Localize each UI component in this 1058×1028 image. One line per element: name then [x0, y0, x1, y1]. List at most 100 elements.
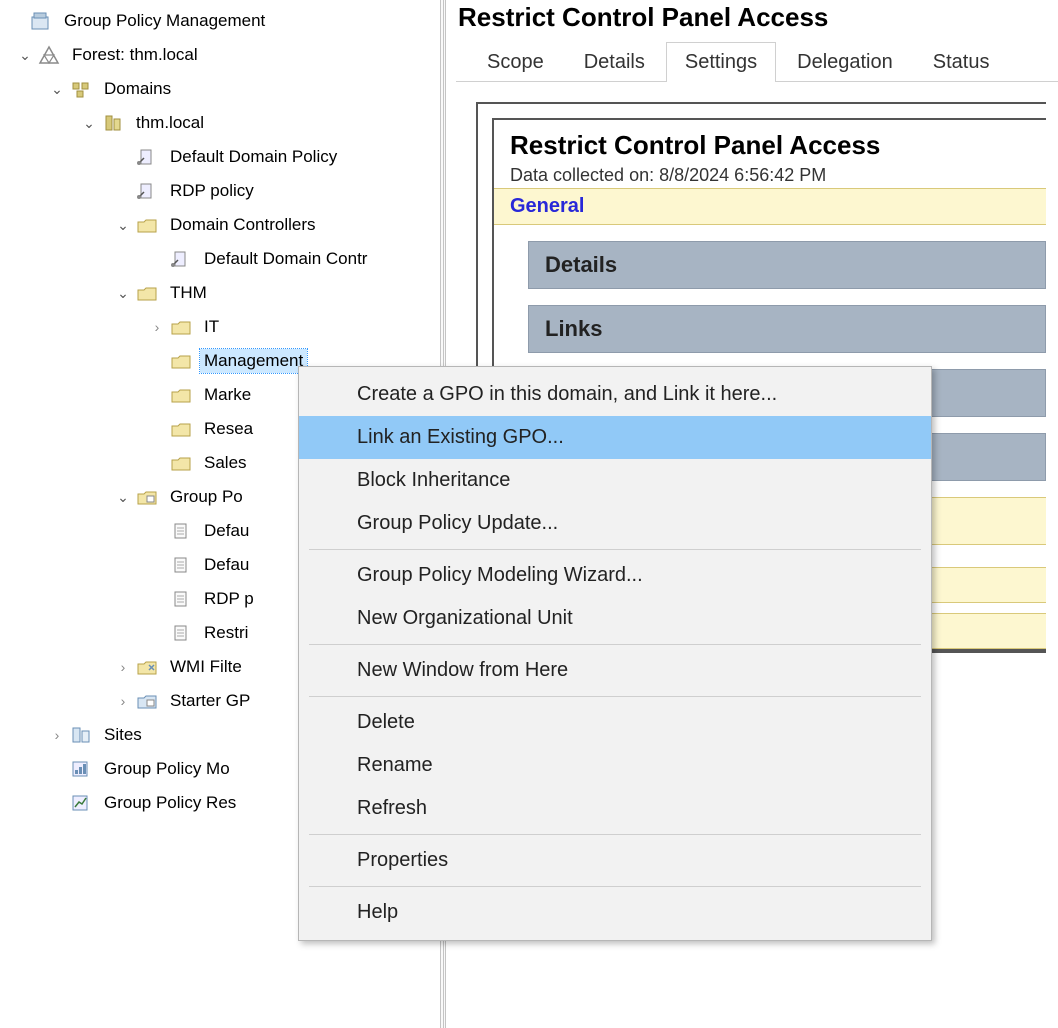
gpo-link-icon: [134, 146, 160, 168]
menu-refresh[interactable]: Refresh: [299, 787, 931, 830]
gpo-icon: [168, 554, 194, 576]
tree-gpo-rdp-label: RDP p: [200, 587, 258, 611]
tree-research-label: Resea: [200, 417, 257, 441]
section-general[interactable]: General: [494, 188, 1046, 225]
collected-value: 8/8/2024 6:56:42 PM: [659, 165, 826, 185]
gpo-title: Restrict Control Panel Access: [510, 130, 1046, 161]
tree-gpo-default-domain-policy[interactable]: Default Domain Policy: [6, 140, 440, 174]
tab-settings[interactable]: Settings: [666, 42, 776, 82]
menu-properties[interactable]: Properties: [299, 839, 931, 882]
settings-header: Restrict Control Panel Access Data colle…: [494, 120, 1046, 188]
tree-thm-label: THM: [166, 281, 211, 305]
gpm-root-icon: [28, 10, 54, 32]
tree-domain-thmlocal[interactable]: ⌄ thm.local: [6, 106, 440, 140]
tab-strip: Scope Details Settings Delegation Status: [456, 41, 1058, 82]
tab-delegation[interactable]: Delegation: [778, 42, 912, 82]
tree-root-label: Group Policy Management: [60, 9, 269, 33]
section-details-block[interactable]: Details: [528, 241, 1046, 289]
menu-separator-5: [309, 886, 921, 887]
menu-gp-modeling-wizard[interactable]: Group Policy Modeling Wizard...: [299, 554, 931, 597]
tree-sites-label: Sites: [100, 723, 146, 747]
ou-icon: [168, 316, 194, 338]
tab-scope[interactable]: Scope: [468, 42, 563, 82]
tree-domains-label: Domains: [100, 77, 175, 101]
gpo-link-icon: [134, 180, 160, 202]
ou-icon: [168, 452, 194, 474]
tree-domains[interactable]: ⌄ Domains: [6, 72, 440, 106]
tree-sales-label: Sales: [200, 451, 251, 475]
tree-dc-label: Domain Controllers: [166, 213, 320, 237]
tree-gpo-default1-label: Defau: [200, 519, 253, 543]
sites-icon: [68, 724, 94, 746]
tree-rdp-policy-label: RDP policy: [166, 179, 258, 203]
menu-link-existing-gpo[interactable]: Link an Existing GPO...: [299, 416, 931, 459]
menu-separator-4: [309, 834, 921, 835]
gpo-icon: [168, 520, 194, 542]
expander-wmi[interactable]: ›: [112, 659, 134, 675]
gpo-objects-icon: [134, 486, 160, 508]
section-links-block[interactable]: Links: [528, 305, 1046, 353]
gpo-icon: [168, 622, 194, 644]
menu-new-window[interactable]: New Window from Here: [299, 649, 931, 692]
expander-domains[interactable]: ⌄: [46, 81, 68, 98]
expander-dc[interactable]: ⌄: [112, 217, 134, 234]
tree-gpm-results-label: Group Policy Res: [100, 791, 240, 815]
menu-delete[interactable]: Delete: [299, 701, 931, 744]
tree-root-gpm[interactable]: ▾ Group Policy Management: [6, 4, 440, 38]
domain-icon: [100, 112, 126, 134]
content-title: Restrict Control Panel Access: [458, 2, 1058, 33]
tree-gpo-default2-label: Defau: [200, 553, 253, 577]
ou-icon: [134, 214, 160, 236]
tree-gpm-modeling-label: Group Policy Mo: [100, 757, 234, 781]
collected-label: Data collected on:: [510, 165, 654, 185]
ou-icon: [134, 282, 160, 304]
expander-thm[interactable]: ⌄: [112, 285, 134, 302]
gpo-link-icon: [168, 248, 194, 270]
forest-icon: [36, 44, 62, 66]
starter-gpo-icon: [134, 690, 160, 712]
menu-rename[interactable]: Rename: [299, 744, 931, 787]
tree-gpo-restrict-label: Restri: [200, 621, 252, 645]
menu-separator-2: [309, 644, 921, 645]
tree-ou-thm[interactable]: ⌄ THM: [6, 276, 440, 310]
tree-forest[interactable]: ⌄ Forest: thm.local: [6, 38, 440, 72]
menu-gp-update[interactable]: Group Policy Update...: [299, 502, 931, 545]
expander-sites[interactable]: ›: [46, 727, 68, 743]
menu-separator-1: [309, 549, 921, 550]
tree-domain-controllers[interactable]: ⌄ Domain Controllers: [6, 208, 440, 242]
tree-gpo-rdp-policy[interactable]: RDP policy: [6, 174, 440, 208]
domains-icon: [68, 78, 94, 100]
wmi-icon: [134, 656, 160, 678]
ou-icon: [168, 418, 194, 440]
tree-default-domain-policy-label: Default Domain Policy: [166, 145, 341, 169]
tree-gpo-default-dc[interactable]: Default Domain Contr: [6, 242, 440, 276]
tree-gpo-objects-label: Group Po: [166, 485, 247, 509]
tree-management-label: Management: [200, 349, 307, 373]
tree-it-label: IT: [200, 315, 223, 339]
menu-new-ou[interactable]: New Organizational Unit: [299, 597, 931, 640]
ou-icon: [168, 384, 194, 406]
menu-help[interactable]: Help: [299, 891, 931, 934]
tree-marketing-label: Marke: [200, 383, 255, 407]
tree-ou-it[interactable]: › IT: [6, 310, 440, 344]
gpm-modeling-icon: [68, 758, 94, 780]
gpm-results-icon: [68, 792, 94, 814]
expander-gpo-objects[interactable]: ⌄: [112, 489, 134, 506]
context-menu: Create a GPO in this domain, and Link it…: [298, 366, 932, 941]
tree-default-dc-label: Default Domain Contr: [200, 247, 371, 271]
menu-separator-3: [309, 696, 921, 697]
tree-domain-label: thm.local: [132, 111, 208, 135]
expander-domain[interactable]: ⌄: [78, 115, 100, 132]
tree-wmi-label: WMI Filte: [166, 655, 246, 679]
collected-on: Data collected on: 8/8/2024 6:56:42 PM: [510, 165, 1046, 186]
menu-create-gpo[interactable]: Create a GPO in this domain, and Link it…: [299, 373, 931, 416]
menu-block-inheritance[interactable]: Block Inheritance: [299, 459, 931, 502]
tree-starter-label: Starter GP: [166, 689, 254, 713]
tree-forest-label: Forest: thm.local: [68, 43, 202, 67]
expander-forest[interactable]: ⌄: [14, 47, 36, 64]
tab-details[interactable]: Details: [565, 42, 664, 82]
expander-it[interactable]: ›: [146, 319, 168, 335]
expander-starter[interactable]: ›: [112, 693, 134, 709]
gpo-icon: [168, 588, 194, 610]
tab-status[interactable]: Status: [914, 42, 1009, 82]
